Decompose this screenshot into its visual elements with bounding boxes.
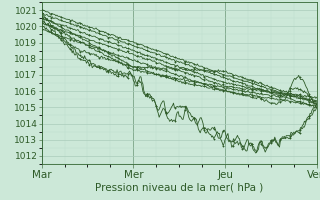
X-axis label: Pression niveau de la mer( hPa ): Pression niveau de la mer( hPa ) — [95, 182, 263, 192]
